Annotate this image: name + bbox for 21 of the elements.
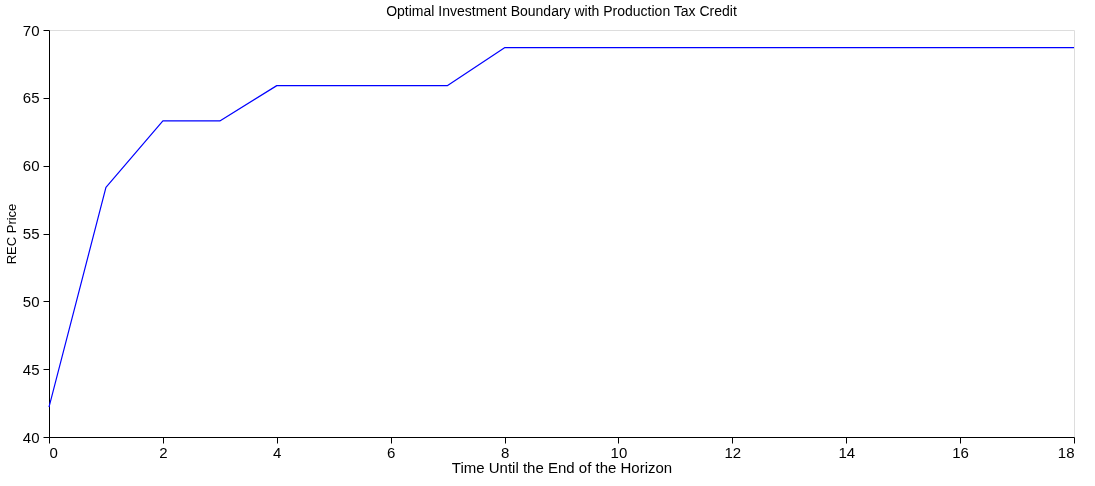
x-tick-label: 16	[952, 443, 969, 461]
x-tick-label: 14	[838, 443, 856, 461]
line-series	[48, 47, 1075, 408]
x-tick-label: 18	[1057, 443, 1075, 461]
x-tick-label: 12	[724, 443, 742, 461]
y-tick-label: 65	[22, 89, 40, 107]
y-tick-label: 55	[22, 225, 40, 242]
y-tick-label: 70	[22, 21, 40, 39]
y-axis-title: REC Price	[3, 203, 19, 265]
x-tick-label: 6	[386, 443, 396, 461]
x-tick-label: 2	[159, 443, 168, 461]
y-tick-label: 60	[22, 157, 40, 175]
y-tick-label: 45	[22, 360, 40, 378]
x-tick-label: 0	[49, 443, 58, 461]
y-tick-label: 40	[22, 428, 40, 446]
chart-title: Optimal Investment Boundary with Production Tax Credit	[386, 3, 737, 19]
x-axis-title: Time Until the End of the Horizon	[451, 458, 673, 476]
x-tick-label: 4	[273, 443, 282, 461]
y-tick-label: 50	[22, 292, 40, 310]
x-tick-label: 10	[610, 443, 628, 461]
x-tick-label: 8	[500, 443, 510, 461]
